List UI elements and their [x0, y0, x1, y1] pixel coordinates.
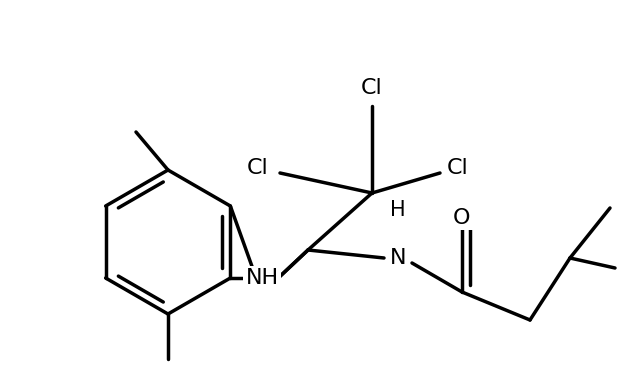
Text: N: N: [390, 248, 406, 268]
Text: H: H: [390, 200, 406, 220]
Text: Cl: Cl: [361, 78, 383, 98]
Text: Cl: Cl: [247, 158, 269, 178]
Text: O: O: [453, 208, 471, 228]
Text: Cl: Cl: [447, 158, 469, 178]
Text: NH: NH: [245, 268, 278, 288]
